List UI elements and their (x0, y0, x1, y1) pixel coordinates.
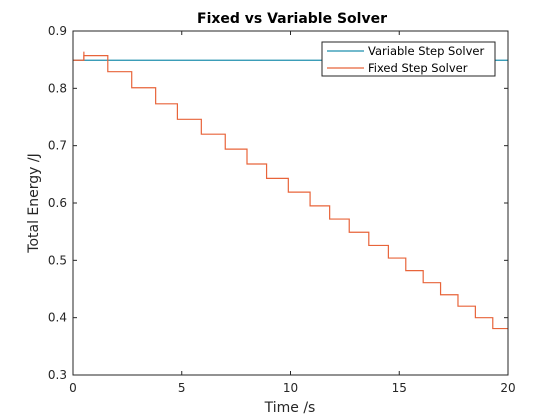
x-tick-label: 20 (500, 381, 515, 395)
x-axis-label: Time /s (264, 400, 316, 416)
y-tick-label: 0.9 (48, 24, 67, 38)
legend-box (321, 41, 496, 77)
x-tick-label: 0 (69, 381, 77, 395)
legend: Variable Step Solver Fixed Step Solver (321, 41, 496, 77)
legend-label-fixed: Fixed Step Solver (368, 61, 468, 75)
x-tick-label: 15 (392, 381, 407, 395)
y-tick-label: 0.7 (48, 139, 67, 153)
y-axis-label: Total Energy /J (26, 153, 42, 253)
chart-title: Fixed vs Variable Solver (197, 11, 387, 27)
y-tick-label: 0.4 (48, 311, 67, 325)
y-tick-label: 0.8 (48, 81, 67, 95)
x-tick-label: 5 (178, 381, 186, 395)
y-tick-label: 0.6 (48, 196, 67, 210)
plot-area (73, 31, 508, 375)
y-tick-label: 0.5 (48, 253, 67, 267)
series-line-fixed (73, 55, 508, 330)
axes-layer: 0 5 10 15 20 0.3 0.4 0.5 0.6 0.7 0.8 0.9 (48, 24, 516, 395)
y-tick-label: 0.3 (48, 368, 67, 382)
x-tick-label: 10 (283, 381, 298, 395)
legend-label-variable: Variable Step Solver (368, 44, 484, 58)
